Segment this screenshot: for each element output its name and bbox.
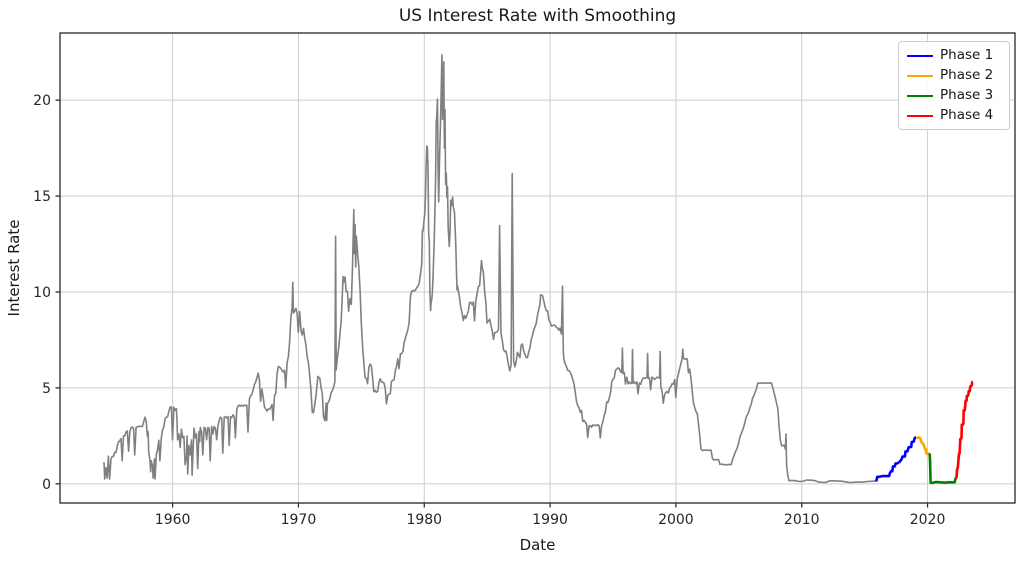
y-tick-label: 0: [42, 477, 51, 493]
y-tick-label: 5: [42, 381, 51, 397]
legend-line-swatch: [907, 54, 933, 57]
series-phase-2: [916, 436, 931, 456]
legend-label: Phase 3: [940, 87, 994, 103]
x-tick-label: 1980: [406, 512, 442, 528]
y-tick-label: 15: [33, 189, 51, 205]
x-tick-label: 2000: [658, 512, 694, 528]
x-axis-label: Date: [519, 536, 556, 554]
legend-label: Phase 4: [940, 107, 994, 123]
chart-title: US Interest Rate with Smoothing: [398, 6, 677, 26]
x-tick-label: 1970: [281, 512, 317, 528]
series-interest-rate-history: [103, 54, 877, 484]
axes-spines: [59, 32, 1016, 504]
x-tick-label: 1990: [532, 512, 568, 528]
legend-label: Phase 1: [940, 47, 994, 63]
series-phase-1: [874, 436, 917, 482]
x-tick-label: 2020: [910, 512, 946, 528]
legend-line-swatch: [907, 114, 933, 117]
legend-item: Phase 3: [907, 88, 1001, 103]
y-tick-label: 10: [33, 285, 51, 301]
x-tick-label: 2010: [784, 512, 820, 528]
legend-label: Phase 2: [940, 67, 994, 83]
series-phase-4: [955, 380, 974, 479]
legend-line-swatch: [907, 74, 933, 77]
series-phase-3: [928, 453, 958, 485]
legend-item: Phase 2: [907, 68, 1001, 83]
legend: Phase 1 Phase 2 Phase 3 Phase 4: [898, 41, 1010, 130]
legend-line-swatch: [907, 94, 933, 97]
legend-item: Phase 4: [907, 108, 1001, 123]
y-axis-label: Interest Rate: [5, 219, 23, 317]
legend-item: Phase 1: [907, 48, 1001, 63]
x-tick-label: 1960: [155, 512, 191, 528]
y-tick-label: 20: [33, 93, 51, 109]
